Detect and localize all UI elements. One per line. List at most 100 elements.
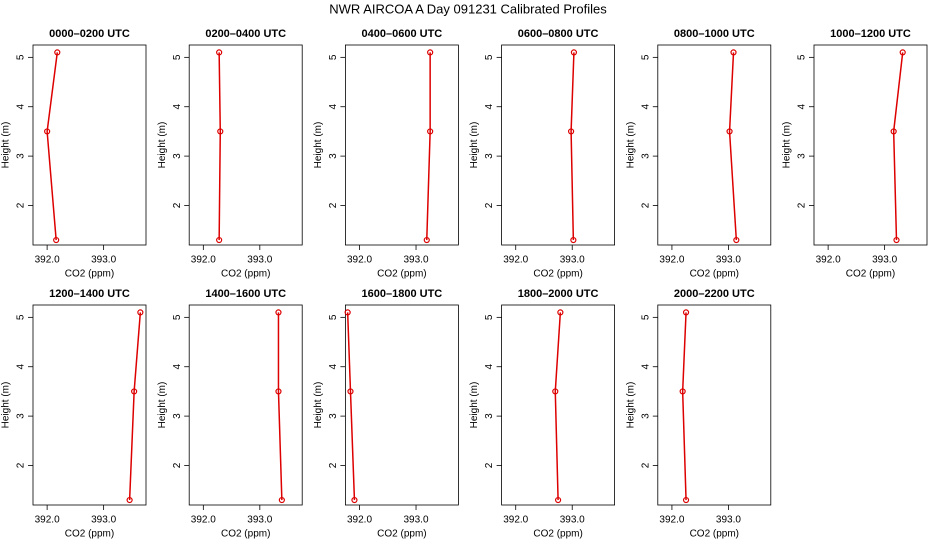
plot-frame <box>188 44 303 246</box>
y-tick-label: 4 <box>172 104 183 110</box>
x-tick-label: 393.0 <box>560 515 585 526</box>
point <box>427 128 434 135</box>
y-tick-label: 3 <box>16 413 27 419</box>
x-tick-label: 392.0 <box>191 255 216 266</box>
profile-line <box>892 52 904 241</box>
y-axis-label: Height (m) <box>1 382 12 429</box>
point <box>570 236 577 244</box>
plot-frame <box>344 304 459 506</box>
panel-title: 1200–1400 UTC <box>49 288 130 300</box>
point <box>344 309 351 316</box>
point <box>275 309 282 316</box>
x-tick-label: 392.0 <box>347 255 372 266</box>
x-tick-label: 392.0 <box>35 515 60 526</box>
x-axis-label: CO2 (ppm) <box>221 529 270 540</box>
x-tick-label: 392.0 <box>503 255 528 266</box>
y-tick-label: 4 <box>797 104 808 110</box>
panel-title: 0400–0600 UTC <box>362 28 443 40</box>
y-tick-label: 5 <box>484 54 495 60</box>
point <box>137 309 144 316</box>
point <box>570 49 578 56</box>
point <box>567 128 575 135</box>
y-tick-label: 2 <box>640 462 651 468</box>
panel-title: 1000–1200 UTC <box>830 28 911 40</box>
y-tick-label: 2 <box>172 202 183 208</box>
y-tick-label: 2 <box>328 462 339 468</box>
y-tick-label: 2 <box>16 202 27 208</box>
x-axis-label: CO2 (ppm) <box>377 529 426 540</box>
y-tick-label: 5 <box>328 314 339 320</box>
y-axis-label: Height (m) <box>469 382 480 429</box>
y-tick-label: 5 <box>16 54 27 60</box>
x-axis-label: CO2 (ppm) <box>533 269 582 280</box>
x-axis-label: CO2 (ppm) <box>377 269 426 280</box>
x-tick-label: 392.0 <box>347 515 372 526</box>
y-tick-label: 3 <box>16 153 27 159</box>
x-tick-label: 392.0 <box>816 255 841 266</box>
x-axis-label: CO2 (ppm) <box>65 269 114 280</box>
plot-frame <box>501 304 616 506</box>
x-tick-label: 393.0 <box>247 515 272 526</box>
y-tick-label: 5 <box>172 314 183 320</box>
x-tick-label: 393.0 <box>716 515 741 526</box>
x-tick-label: 393.0 <box>716 255 741 266</box>
y-tick-label: 5 <box>328 54 339 60</box>
y-tick-label: 4 <box>484 364 495 370</box>
point <box>682 309 690 316</box>
profile-line <box>554 312 562 501</box>
point <box>131 388 138 395</box>
y-tick-label: 3 <box>484 413 495 419</box>
x-tick-label: 393.0 <box>560 255 585 266</box>
profile-line <box>681 312 687 501</box>
y-tick-label: 3 <box>640 413 651 419</box>
y-tick-label: 2 <box>484 202 495 208</box>
point <box>682 496 690 504</box>
y-tick-label: 3 <box>172 413 183 419</box>
y-tick-label: 3 <box>328 153 339 159</box>
x-tick-label: 393.0 <box>91 255 116 266</box>
panel-title: 1600–1800 UTC <box>362 288 443 300</box>
panel-title: 0600–0800 UTC <box>518 28 599 40</box>
panel-title: 0200–0400 UTC <box>205 28 286 40</box>
y-tick-label: 2 <box>16 462 27 468</box>
x-tick-label: 393.0 <box>91 515 116 526</box>
y-tick-label: 5 <box>484 314 495 320</box>
profile-line <box>218 52 222 241</box>
x-axis-label: CO2 (ppm) <box>690 269 739 280</box>
point <box>44 128 51 135</box>
y-axis-label: Height (m) <box>469 122 480 169</box>
plot-frame <box>188 304 303 506</box>
y-tick-label: 2 <box>797 202 808 208</box>
x-axis-label: CO2 (ppm) <box>846 269 895 280</box>
point <box>347 388 354 395</box>
point <box>893 236 900 244</box>
y-tick-label: 5 <box>16 314 27 320</box>
x-tick-label: 393.0 <box>404 515 429 526</box>
y-tick-label: 4 <box>328 104 339 110</box>
profile-line <box>128 312 142 501</box>
y-tick-label: 4 <box>328 364 339 370</box>
x-tick-label: 392.0 <box>191 515 216 526</box>
plot-frame <box>501 44 616 246</box>
y-tick-label: 5 <box>640 314 651 320</box>
profile-line <box>46 52 59 241</box>
x-tick-label: 392.0 <box>659 255 684 266</box>
point <box>557 309 564 316</box>
y-axis-label: Height (m) <box>1 122 12 169</box>
y-axis-label: Height (m) <box>157 382 168 429</box>
plot-frame <box>657 304 772 506</box>
point <box>278 496 285 504</box>
point <box>216 236 223 244</box>
x-tick-label: 393.0 <box>404 255 429 266</box>
point <box>726 128 733 135</box>
plot-frame <box>657 44 772 246</box>
point <box>730 49 737 56</box>
x-tick-label: 392.0 <box>659 515 684 526</box>
y-axis-label: Height (m) <box>157 122 168 169</box>
y-tick-label: 2 <box>328 202 339 208</box>
y-tick-label: 3 <box>328 413 339 419</box>
x-tick-label: 393.0 <box>247 255 272 266</box>
y-axis-label: Height (m) <box>625 122 636 169</box>
panel-title: 0000–0200 UTC <box>49 28 130 40</box>
